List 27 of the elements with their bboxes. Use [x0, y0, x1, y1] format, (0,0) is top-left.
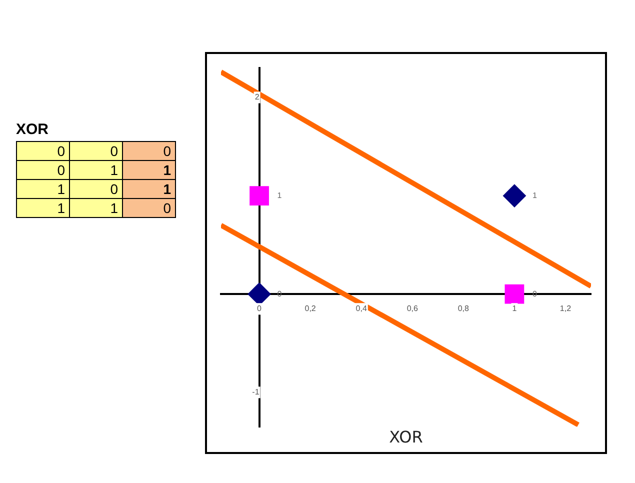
x-tick-label: 0,6 [406, 304, 418, 314]
x-tick-label: 0,8 [458, 304, 470, 314]
text: XOR [389, 428, 423, 447]
data-label: 1 [277, 190, 282, 200]
text: 0 [122, 198, 176, 218]
text: 0 [16, 160, 70, 180]
x-tick-label: 0,4 [356, 304, 368, 314]
text: 1 [70, 198, 122, 218]
y-tick-label: 2 [254, 92, 260, 102]
x-tick-label: 0,2 [304, 304, 316, 314]
data-label: 0 [277, 289, 282, 298]
text: XOR [16, 121, 50, 140]
text: 1 [122, 180, 176, 198]
text: 1 [70, 160, 122, 180]
text: 0 [16, 142, 70, 160]
text: 1 [16, 180, 70, 198]
text: 1 [122, 160, 176, 180]
text: 0 [70, 180, 122, 198]
y-tick-label: -1 [252, 388, 260, 397]
x-tick-label: 0 [257, 304, 262, 314]
x-tick-label: 1 [512, 304, 518, 314]
text: 0 [70, 142, 122, 160]
data-label: 1 [532, 190, 538, 200]
data-label: 0 [532, 289, 538, 298]
x-tick-label: 1,2 [560, 304, 572, 314]
text: 0 [122, 142, 176, 160]
text: 1 [16, 198, 70, 218]
